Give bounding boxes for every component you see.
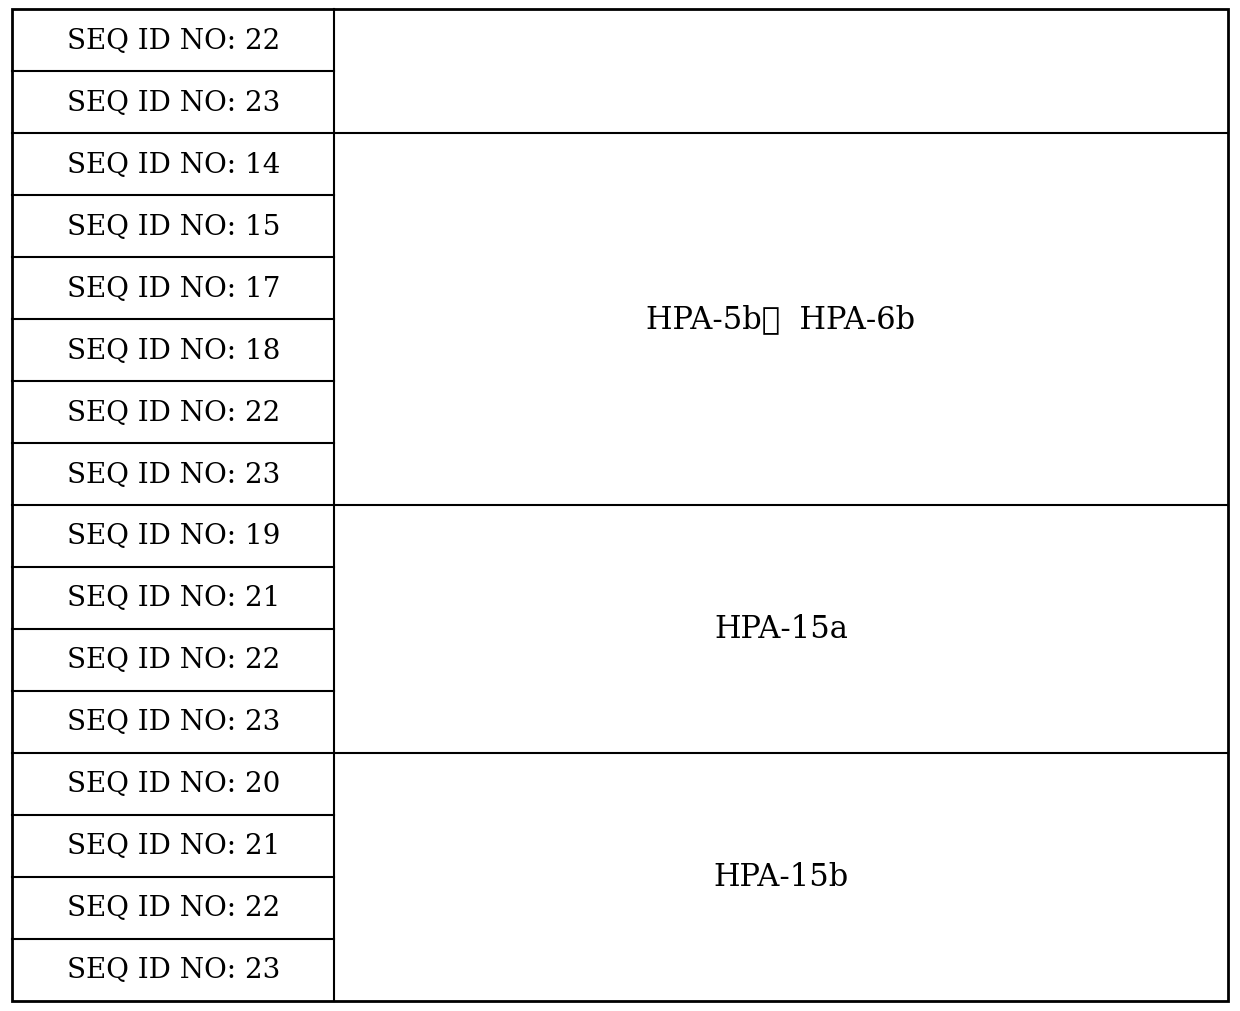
Text: SEQ ID NO: 15: SEQ ID NO: 15 — [67, 213, 280, 241]
Text: SEQ ID NO: 23: SEQ ID NO: 23 — [67, 461, 280, 488]
Text: SEQ ID NO: 23: SEQ ID NO: 23 — [67, 709, 280, 736]
Text: HPA-15a: HPA-15a — [714, 614, 848, 645]
Text: SEQ ID NO: 21: SEQ ID NO: 21 — [67, 585, 280, 612]
Text: SEQ ID NO: 17: SEQ ID NO: 17 — [67, 275, 280, 302]
Text: SEQ ID NO: 23: SEQ ID NO: 23 — [67, 956, 280, 984]
Text: HPA-15b: HPA-15b — [713, 861, 848, 893]
Text: SEQ ID NO: 20: SEQ ID NO: 20 — [67, 770, 280, 798]
Text: SEQ ID NO: 23: SEQ ID NO: 23 — [67, 90, 280, 116]
Text: SEQ ID NO: 22: SEQ ID NO: 22 — [67, 399, 280, 426]
Text: SEQ ID NO: 22: SEQ ID NO: 22 — [67, 27, 280, 55]
Text: SEQ ID NO: 19: SEQ ID NO: 19 — [67, 523, 280, 550]
Text: SEQ ID NO: 22: SEQ ID NO: 22 — [67, 647, 280, 673]
Text: SEQ ID NO: 21: SEQ ID NO: 21 — [67, 833, 280, 859]
Text: SEQ ID NO: 14: SEQ ID NO: 14 — [67, 152, 280, 178]
Text: SEQ ID NO: 18: SEQ ID NO: 18 — [67, 338, 280, 364]
Text: SEQ ID NO: 22: SEQ ID NO: 22 — [67, 895, 280, 921]
Text: HPA-5b，  HPA-6b: HPA-5b， HPA-6b — [646, 304, 915, 336]
